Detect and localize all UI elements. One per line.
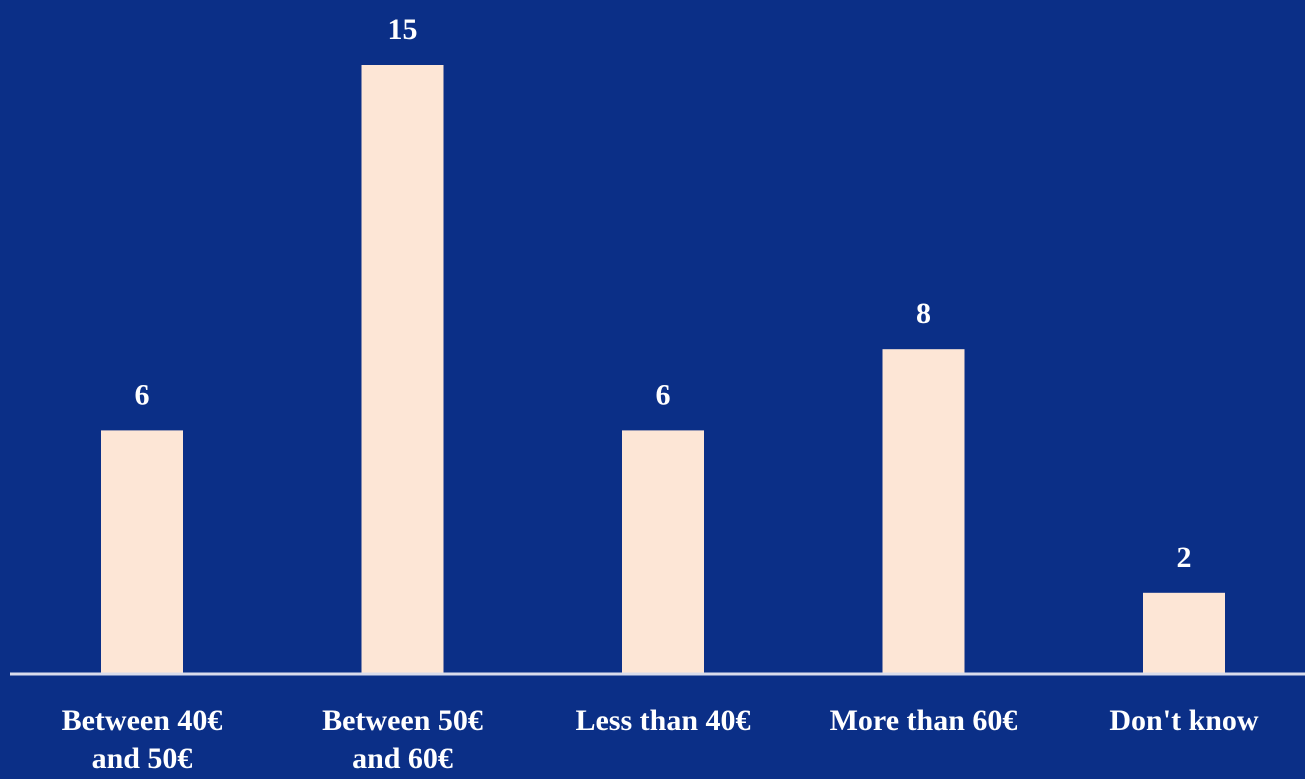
category-label-line: and 50€ — [92, 742, 193, 775]
category-label-5: Don't know — [1109, 704, 1259, 737]
bar-4 — [882, 349, 965, 674]
data-label-5: 2 — [1177, 541, 1192, 574]
category-label-2: Between 50€ and 60€ — [322, 704, 483, 775]
category-label-line: and 60€ — [352, 742, 453, 775]
bars-group — [101, 65, 1225, 674]
data-label-3: 6 — [656, 378, 671, 411]
bar-2 — [361, 65, 444, 674]
category-label-1: Between 40€ and 50€ — [62, 704, 223, 775]
data-label-4: 8 — [916, 297, 931, 330]
category-label-line: Between 40€ — [62, 704, 223, 737]
value-labels-group: 6 15 6 8 2 — [135, 13, 1192, 574]
bar-5 — [1143, 592, 1225, 674]
category-label-line: More than 60€ — [830, 704, 1018, 737]
data-label-1: 6 — [135, 378, 150, 411]
data-label-2: 15 — [388, 13, 418, 46]
category-label-line: Less than 40€ — [575, 704, 750, 737]
category-label-line: Don't know — [1109, 704, 1259, 737]
category-label-line: Between 50€ — [322, 704, 483, 737]
bar-1 — [101, 430, 183, 674]
bar-3 — [622, 430, 704, 674]
category-labels-group: Between 40€ and 50€ Between 50€ and 60€ Less… — [62, 704, 1259, 775]
category-label-4: More than 60€ — [830, 704, 1018, 737]
category-label-3: Less than 40€ — [575, 704, 750, 737]
